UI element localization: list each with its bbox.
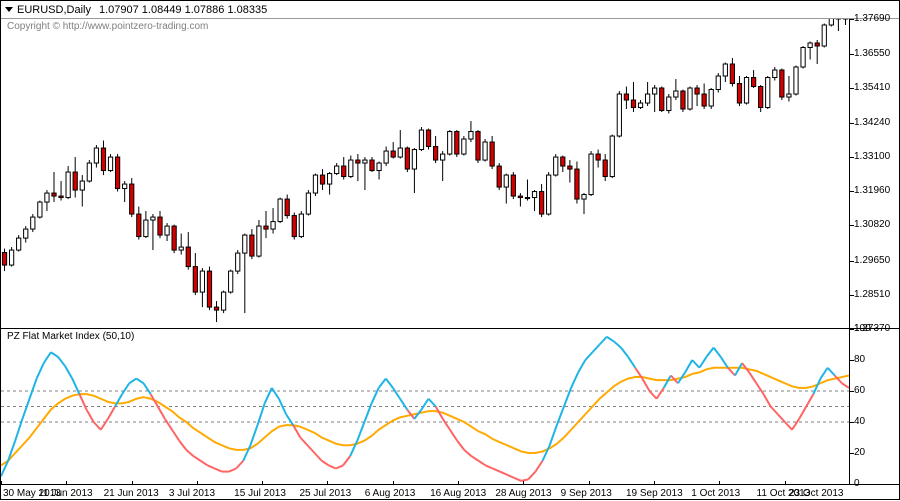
indicator-title: PZ Flat Market Index (50,10) [7, 331, 134, 342]
date-tick-label: 21 Jun 2013 [104, 488, 159, 499]
indicator-tick-label: 60 [854, 385, 865, 396]
price-tick-label: 1.34240 [854, 117, 890, 128]
price-tick-label: 1.37690 [854, 13, 890, 24]
price-y-axis: 1.273701.285101.296501.308201.319601.331… [849, 19, 900, 329]
ohlc-values: 1.07907 1.08449 1.07886 1.08335 [99, 4, 267, 16]
price-tick-label: 1.30820 [854, 219, 890, 230]
indicator-y-axis: 020406080100 [849, 329, 900, 484]
date-tick-label: 15 Jul 2013 [234, 488, 286, 499]
date-tick-label: 23 Oct 2013 [789, 488, 843, 499]
date-tick-label: 16 Aug 2013 [430, 488, 486, 499]
price-tick-label: 1.29650 [854, 255, 890, 266]
indicator-tick-label: 20 [854, 447, 865, 458]
date-tick-label: 6 Aug 2013 [365, 488, 416, 499]
price-tick-label: 1.28510 [854, 289, 890, 300]
date-tick-label: 1 Oct 2013 [691, 488, 740, 499]
price-tick-label: 1.36550 [854, 48, 890, 59]
time-axis: 30 May 201311 Jun 201321 Jun 20133 Jul 2… [1, 484, 900, 501]
date-tick-label: 11 Jun 2013 [38, 488, 92, 499]
price-tick-label: 1.31960 [854, 185, 890, 196]
price-tick-label: 1.33100 [854, 151, 890, 162]
date-tick-label: 25 Jul 2013 [299, 488, 351, 499]
symbol-name: EURUSD,Daily [17, 4, 91, 16]
chart-header: EURUSD,Daily 1.07907 1.08449 1.07886 1.0… [1, 1, 899, 19]
date-tick-label: 3 Jul 2013 [169, 488, 215, 499]
indicator-tick-label: 40 [854, 416, 865, 427]
indicator-tick-label: 100 [854, 323, 871, 334]
indicator-chart[interactable]: PZ Flat Market Index (50,10) [1, 329, 849, 484]
dropdown-icon[interactable] [5, 7, 13, 12]
date-tick-label: 9 Sep 2013 [561, 488, 612, 499]
price-tick-label: 1.35410 [854, 82, 890, 93]
indicator-tick-label: 80 [854, 354, 865, 365]
date-tick-label: 19 Sep 2013 [626, 488, 683, 499]
price-chart[interactable] [1, 19, 849, 329]
date-tick-label: 28 Aug 2013 [495, 488, 551, 499]
